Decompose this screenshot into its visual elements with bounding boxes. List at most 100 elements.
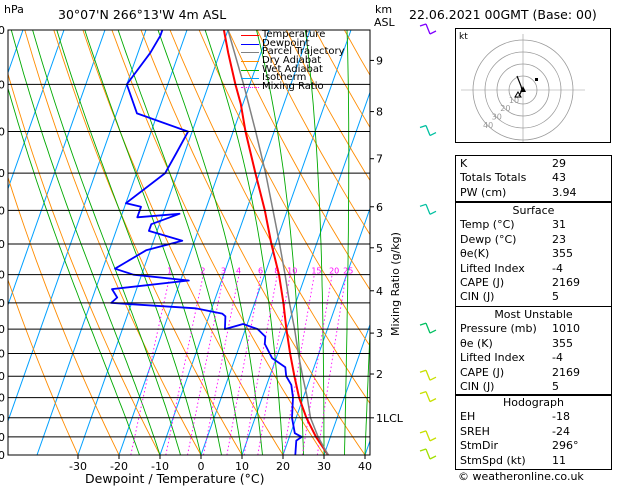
km-tick-label: 1LCL xyxy=(376,412,404,425)
table-value: 5 xyxy=(552,379,559,393)
hodograph-ring-label: 10 xyxy=(509,96,519,105)
pressure-tick-label: 900 xyxy=(0,412,5,425)
pressure-tick-label: 450 xyxy=(0,167,5,180)
hodograph-marker xyxy=(514,91,522,98)
pressure-tick-label: 950 xyxy=(0,431,5,444)
hodograph-unit: kt xyxy=(459,32,468,42)
pressure-tick-label: 300 xyxy=(0,24,5,37)
wet-adiabat-line xyxy=(304,30,325,455)
wind-barb xyxy=(419,369,437,381)
pressure-tick-label: 750 xyxy=(0,347,5,360)
legend-label: Dry Adiabat xyxy=(262,55,322,67)
mixing-ratio-line xyxy=(301,274,333,455)
wind-barb xyxy=(419,391,437,403)
wet-adiabat-line xyxy=(364,320,370,455)
wind-barb xyxy=(419,322,437,334)
wind-barbs xyxy=(419,23,437,460)
hodograph-table: Hodograph EH -18 SREH -24 StmDir 296° StmSpd (… xyxy=(455,394,612,470)
x-tick-label: -30 xyxy=(69,460,87,473)
pressure-tick-label: 500 xyxy=(0,204,5,217)
legend-label: Wet Adiabat xyxy=(262,63,323,75)
table-value: -18 xyxy=(552,410,570,424)
dry-adiabat-line xyxy=(285,30,370,182)
table-row: θe (K) 355 xyxy=(460,337,607,351)
legend-swatch xyxy=(241,69,259,71)
legend-swatch xyxy=(241,78,259,80)
table-key: EH xyxy=(460,410,476,424)
wind-barb xyxy=(419,203,437,215)
pressure-tick-label: 800 xyxy=(0,370,5,383)
table-value: -4 xyxy=(552,351,563,365)
legend-label: Parcel Trajectory xyxy=(262,46,345,58)
mixing-ratio-label: 3 xyxy=(221,267,226,276)
mixing-ratio-label: 6 xyxy=(258,267,263,276)
hodograph-ring-label: 40 xyxy=(483,121,493,130)
surface-title: Surface xyxy=(512,204,555,217)
table-row: PW (cm) 3.94 xyxy=(460,186,607,200)
pressure-tick-label: 650 xyxy=(0,297,5,310)
isotherm-line xyxy=(36,30,188,455)
table-value: 11 xyxy=(552,453,566,467)
isotherm-line xyxy=(159,30,311,455)
wet-adiabat-line xyxy=(8,86,140,455)
table-row: SREH -24 xyxy=(460,425,607,439)
x-tick-label: -20 xyxy=(110,460,128,473)
table-key: CIN (J) xyxy=(460,379,495,393)
table-value: 43 xyxy=(552,171,566,185)
table-key: θe (K) xyxy=(460,336,493,350)
table-value: 5 xyxy=(552,290,559,304)
x-tick-label: -10 xyxy=(151,460,169,473)
dry-adiabat-line xyxy=(8,278,79,455)
dewpoint-line xyxy=(110,30,303,455)
km-tick-label: 9 xyxy=(376,54,383,67)
credit-text: © weatheronline.co.uk xyxy=(458,470,584,483)
wind-barb xyxy=(419,23,437,35)
table-value: 29 xyxy=(552,157,566,170)
wind-barb xyxy=(419,448,437,460)
most-unstable-title: Most Unstable xyxy=(494,308,573,321)
table-row: Lifted Index -4 xyxy=(460,262,607,276)
wet-adiabat-line xyxy=(10,30,161,455)
pressure-tick-label: 850 xyxy=(0,392,5,405)
chart-legend: Temperature Dewpoint Parcel Trajectory Dry … xyxy=(241,29,345,92)
table-key: Lifted Index xyxy=(460,261,525,275)
mixing-ratio-line xyxy=(203,274,240,455)
table-row: CAPE (J) 2169 xyxy=(460,366,607,380)
table-row: Temp (°C) 31 xyxy=(460,218,607,232)
legend-item: Temperature xyxy=(241,29,345,40)
table-key: StmDir xyxy=(460,439,499,453)
pressure-tick-label: 1000 xyxy=(0,449,5,462)
table-row: Totals Totals 43 xyxy=(460,171,607,185)
table-value: 31 xyxy=(552,218,566,232)
legend-item: Dry Adiabat xyxy=(241,55,345,67)
mixing-ratio-label: 20 xyxy=(329,267,339,276)
table-value: 2169 xyxy=(552,365,580,379)
km-label: km xyxy=(375,3,392,16)
km-tick-label: 7 xyxy=(376,153,383,166)
mixing-ratio-label: 15 xyxy=(311,267,321,276)
legend-item: Parcel Trajectory xyxy=(241,46,345,58)
legend-swatch xyxy=(241,52,259,54)
mixing-ratio-label: 2 xyxy=(200,267,205,276)
table-row: Pressure (mb) 1010 xyxy=(460,322,607,336)
pressure-tick-label: 350 xyxy=(0,78,5,91)
wind-barb xyxy=(419,430,437,442)
table-value: 355 xyxy=(552,336,573,350)
table-key: PW (cm) xyxy=(460,185,507,199)
legend-label: Temperature xyxy=(262,29,326,40)
mixing-ratio-line xyxy=(316,274,347,455)
hodograph-ring-label: 30 xyxy=(492,113,502,122)
pressure-tick-label: 550 xyxy=(0,238,5,251)
km-tick-label: 3 xyxy=(376,327,383,340)
location-title: 30°07'N 266°13'W 4m ASL xyxy=(58,7,226,22)
isotherm-line xyxy=(118,30,270,455)
mixing-ratio-label: 4 xyxy=(236,267,241,276)
surface-table: Surface Temp (°C) 31 Dewp (°C) 23 θe(K) 355 Li… xyxy=(455,202,612,307)
legend-item: Mixing Ratio xyxy=(241,82,345,92)
y-axis-title: Mixing Ratio (g/kg) xyxy=(389,232,402,336)
hodograph-title: Hodograph xyxy=(503,396,564,409)
pressure-tick-label: 400 xyxy=(0,126,5,139)
km-tick-label: 6 xyxy=(376,201,383,214)
